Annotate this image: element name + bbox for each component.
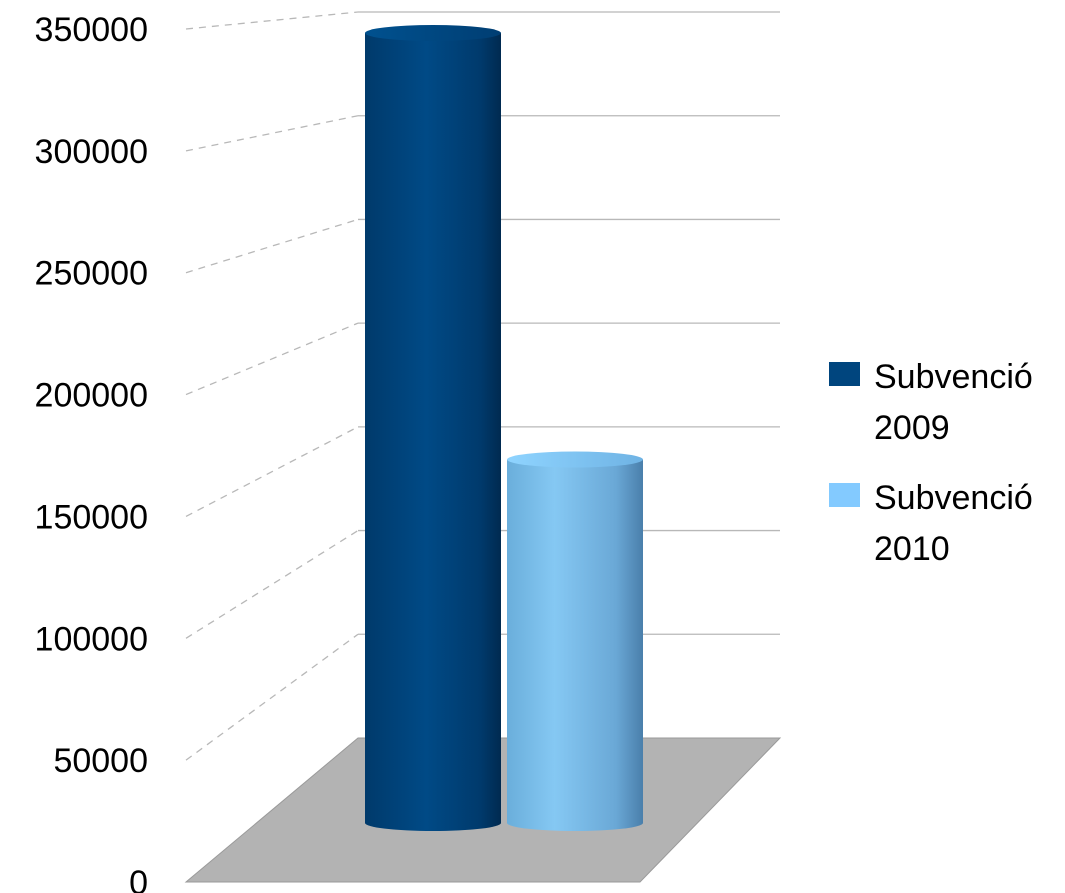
legend-label: Subvenció: [874, 358, 1033, 396]
legend-label-line2: 2009: [874, 409, 950, 447]
y-tick-label: 250000: [35, 255, 148, 293]
legend: Subvenció 2009 Subvenció 2010: [829, 358, 1033, 568]
gridline-side: [185, 322, 359, 396]
y-tick-label: 50000: [53, 742, 148, 780]
bars: [365, 25, 643, 831]
gridline-side: [185, 426, 359, 518]
bar-2009: [365, 25, 501, 831]
legend-item: Subvenció 2010: [829, 479, 1033, 568]
y-tick-label: 100000: [35, 620, 148, 658]
bar-top: [507, 451, 643, 468]
y-tick-label: 300000: [35, 133, 148, 171]
legend-item: Subvenció 2009: [829, 358, 1033, 447]
bar-body: [365, 33, 501, 831]
legend-swatch: [829, 362, 860, 386]
bar-top: [365, 25, 501, 41]
y-tick-label: 200000: [35, 377, 148, 415]
gridline-side: [185, 633, 359, 761]
bar-2010: [507, 451, 643, 831]
legend-swatch: [829, 483, 860, 507]
gridline-side: [185, 530, 359, 639]
y-tick-label: 150000: [35, 498, 148, 536]
bar-body: [507, 459, 643, 831]
legend-label-line2: 2010: [874, 530, 950, 568]
gridline-side: [185, 11, 359, 30]
y-tick-label: 350000: [35, 11, 148, 49]
gridline-side: [185, 115, 359, 152]
legend-label: Subvenció: [874, 479, 1033, 517]
y-tick-label: 0: [129, 864, 148, 893]
y-axis-tick-labels: 0 50000 100000 150000 200000 250000 300000 3500…: [35, 11, 148, 893]
gridline-side: [185, 218, 359, 274]
